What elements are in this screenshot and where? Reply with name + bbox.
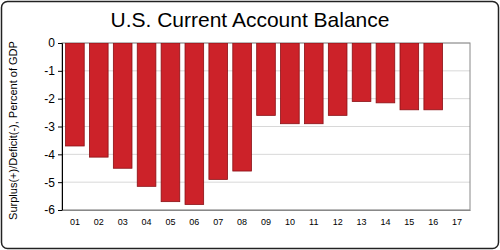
x-tick-label: 04 xyxy=(142,217,152,227)
x-tick: 10 xyxy=(285,210,295,227)
grid-line xyxy=(62,182,470,183)
x-tick: 06 xyxy=(189,210,199,227)
bar xyxy=(137,43,156,186)
y-tick-mark xyxy=(58,154,62,155)
x-tick: 04 xyxy=(142,210,152,227)
y-tick-mark xyxy=(58,182,62,183)
x-tick: 07 xyxy=(213,210,223,227)
bar xyxy=(113,43,132,168)
x-tick: 12 xyxy=(333,210,343,227)
y-tick-label: -1 xyxy=(44,64,55,78)
x-tick-label: 13 xyxy=(357,217,367,227)
bar xyxy=(161,43,180,202)
chart-frame xyxy=(2,2,499,249)
x-tick: 03 xyxy=(118,210,128,227)
x-tick: 17 xyxy=(452,210,462,227)
y-tick-mark xyxy=(58,71,62,72)
x-tick: 11 xyxy=(309,210,318,227)
x-tick-label: 07 xyxy=(213,217,223,227)
x-tick-label: 17 xyxy=(452,217,462,227)
bar xyxy=(209,43,228,179)
bar xyxy=(328,43,347,115)
y-tick: -5 xyxy=(44,176,62,190)
y-axis: 0 -1 -2 -3 -4 -5 -6 xyxy=(44,36,62,217)
x-tick-label: 08 xyxy=(237,217,247,227)
y-axis-line xyxy=(58,44,63,211)
x-tick: 02 xyxy=(94,210,104,227)
bar xyxy=(89,43,108,157)
y-tick: -6 xyxy=(44,203,62,217)
y-tick-label: -6 xyxy=(44,203,55,217)
title: U.S. Current Account Balance xyxy=(111,8,390,31)
y-tick: -1 xyxy=(44,64,62,78)
x-tick-label: 15 xyxy=(404,217,414,227)
y-tick-mark xyxy=(58,99,62,100)
y-tick: -2 xyxy=(44,92,62,106)
bar xyxy=(185,43,204,204)
plot-frame xyxy=(62,43,470,210)
y-tick: -3 xyxy=(44,120,62,134)
x-tick-label: 05 xyxy=(165,217,175,227)
y-tick: -4 xyxy=(44,148,62,162)
x-tick: 08 xyxy=(237,210,247,227)
x-tick: 01 xyxy=(70,210,80,227)
x-axis-line xyxy=(63,210,471,211)
x-tick-label: 06 xyxy=(189,217,199,227)
y-tick-mark xyxy=(58,127,62,128)
y-tick-label: -4 xyxy=(44,148,55,162)
y-tick-mark xyxy=(58,43,62,44)
bar xyxy=(66,43,85,146)
x-tick-label: 16 xyxy=(428,217,438,227)
y-tick-label: -2 xyxy=(44,92,55,106)
bar xyxy=(400,43,419,110)
bars xyxy=(66,43,443,204)
x-tick-label: 10 xyxy=(285,217,295,227)
y-axis-title: Surplus(+)/Deficit(-), Percent of GDP xyxy=(7,41,19,220)
bar xyxy=(233,43,252,171)
y-tick-label: -5 xyxy=(44,176,55,190)
grid xyxy=(62,43,470,210)
x-tick-label: 02 xyxy=(94,217,104,227)
x-axis: 01 02 03 04 05 06 07 08 09 10 11 12 13 14 15 16 17 xyxy=(63,210,471,227)
bar xyxy=(304,43,323,124)
x-tick: 09 xyxy=(261,210,271,227)
bar xyxy=(281,43,300,124)
x-tick: 14 xyxy=(380,210,390,227)
bar xyxy=(424,43,443,110)
x-tick-label: 01 xyxy=(70,217,80,227)
x-tick: 05 xyxy=(165,210,175,227)
y-tick-label: 0 xyxy=(48,36,55,50)
x-tick-label: 14 xyxy=(380,217,390,227)
x-tick: 13 xyxy=(357,210,367,227)
x-tick-label: 03 xyxy=(118,217,128,227)
y-tick: 0 xyxy=(48,36,62,50)
x-tick-label: 12 xyxy=(333,217,343,227)
x-tick: 16 xyxy=(428,210,438,227)
y-tick-mark xyxy=(58,210,62,211)
x-tick-label: 09 xyxy=(261,217,271,227)
bar xyxy=(352,43,371,101)
x-tick: 15 xyxy=(404,210,414,227)
bar xyxy=(376,43,395,103)
x-tick-label: 11 xyxy=(309,217,318,227)
bar xyxy=(257,43,276,115)
chart: U.S. Current Account Balance Surplus(+)/D… xyxy=(0,0,500,250)
y-tick-label: -3 xyxy=(44,120,55,134)
